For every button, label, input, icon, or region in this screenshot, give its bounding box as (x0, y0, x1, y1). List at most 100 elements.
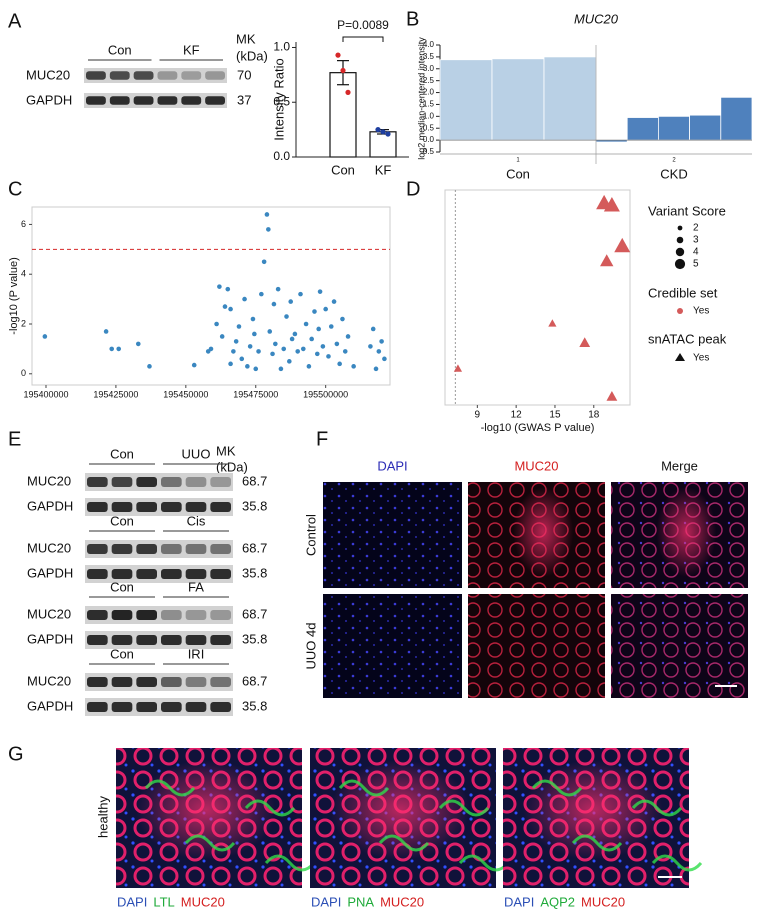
y-tick-label: 2.0 (423, 88, 435, 97)
blot-band (136, 568, 157, 580)
legend-swatch (675, 353, 685, 361)
blot-band (210, 476, 231, 488)
blot-label: MUC20 (27, 540, 71, 555)
blot-label: MUC20 (26, 67, 70, 82)
data-point (603, 197, 620, 212)
legend-label: Yes (693, 306, 709, 317)
green-stain (571, 834, 623, 852)
green-stain (184, 834, 236, 852)
bar (626, 117, 659, 141)
y-tick-label: 4.0 (423, 40, 435, 49)
data-point (259, 291, 264, 297)
mw-value: 35.8 (242, 565, 267, 580)
data-point (453, 364, 463, 372)
data-point (331, 299, 337, 304)
bar (439, 59, 493, 141)
blot-band (161, 609, 182, 621)
blot-band (136, 676, 157, 688)
data-point (281, 346, 287, 352)
mw-header: (kDa) (216, 459, 248, 474)
blot-band (161, 476, 182, 488)
data-point (326, 354, 331, 359)
legend-label: Yes (693, 353, 709, 364)
data-point (217, 284, 222, 289)
data-point (253, 366, 259, 372)
column-label: DAPI (377, 458, 407, 473)
blot-band (111, 476, 133, 488)
bar (329, 72, 357, 158)
panel-label: A (8, 10, 22, 32)
blot-label: MUC20 (27, 606, 71, 621)
data-point (245, 364, 250, 369)
data-point (335, 52, 341, 58)
panel-label: G (8, 743, 24, 765)
column-label: Merge (661, 458, 698, 473)
data-point (309, 336, 314, 342)
blot-band (111, 609, 133, 621)
lane-label: UUO (182, 446, 211, 461)
blot-band (161, 701, 182, 713)
blot-band (161, 676, 182, 688)
lane-label: Con (110, 646, 134, 661)
data-point (42, 334, 48, 339)
y-axis-label: Intensity Ratio (271, 58, 286, 140)
stain-glow (330, 760, 470, 860)
y-tick-label: 2 (21, 318, 26, 328)
legend-label: 2 (693, 223, 699, 234)
caption: PNA (347, 894, 374, 909)
data-point (314, 351, 320, 357)
data-point (323, 306, 328, 312)
blot-band (111, 701, 133, 713)
x-tick-label: 195475000 (233, 389, 278, 399)
green-stain (264, 854, 316, 872)
blot-band (87, 609, 108, 621)
blot-band (181, 96, 202, 105)
blot-label: MUC20 (27, 473, 71, 488)
mw-header: MK (236, 31, 256, 46)
plot-frame (31, 206, 391, 386)
blot-band (210, 543, 231, 555)
data-point (317, 289, 323, 294)
data-point (147, 364, 152, 369)
data-point (379, 339, 384, 344)
data-point (342, 349, 348, 354)
lane-label: Con (110, 513, 134, 528)
data-point (135, 341, 141, 347)
x-tick-label: 195450000 (163, 389, 208, 399)
data-point (316, 326, 321, 332)
data-point (340, 67, 346, 74)
legend-title: Variant Score (648, 203, 726, 218)
blot-band (136, 609, 157, 621)
data-point (250, 316, 256, 322)
blot-band (210, 609, 231, 621)
data-point (231, 349, 236, 354)
blot-band (157, 96, 178, 105)
legend-label: 4 (693, 247, 699, 258)
data-point (328, 324, 334, 329)
blot-band (185, 543, 207, 555)
legend-title: Credible set (648, 285, 718, 300)
data-point (191, 362, 197, 368)
panel-label: C (8, 178, 22, 200)
data-point (376, 349, 382, 354)
blot-band (185, 701, 207, 713)
data-point (247, 344, 253, 349)
data-point (382, 356, 387, 362)
data-point (295, 349, 301, 354)
group-tick-label: 1 (516, 158, 520, 164)
x-tick-label: KF (375, 162, 392, 177)
data-point (368, 344, 373, 349)
mw-value: 68.7 (242, 606, 267, 621)
data-point (273, 341, 278, 347)
legend-label: 5 (693, 259, 699, 270)
blot-band (86, 96, 106, 105)
y-tick-label: 0.5 (423, 123, 435, 132)
blot-band (87, 568, 108, 580)
data-point (380, 129, 386, 135)
stain-glow (523, 760, 663, 860)
blot-band (111, 676, 133, 688)
micrograph (468, 594, 605, 698)
blot-label: GAPDH (26, 92, 72, 107)
lane-label: Con (110, 446, 134, 461)
blot-band (87, 634, 108, 646)
